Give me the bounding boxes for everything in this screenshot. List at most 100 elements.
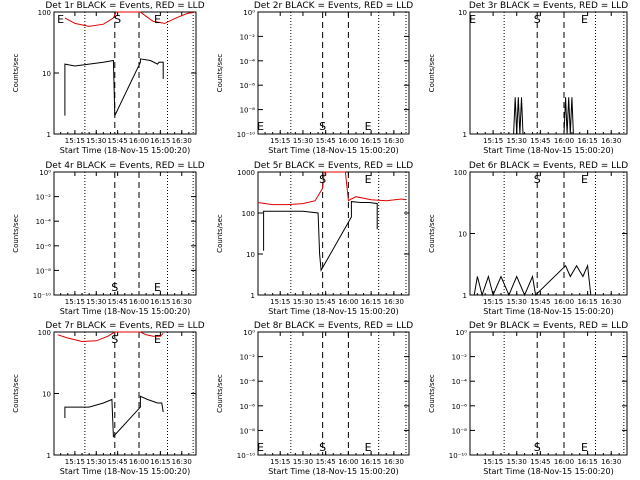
x-tick-label: 16:15 <box>150 458 170 466</box>
x-tick-label: 15:45 <box>530 137 550 145</box>
x-axis-label: Start Time (18-Nov-15 15:00:20) <box>483 146 613 155</box>
x-axis-label: Start Time (18-Nov-15 15:00:20) <box>60 467 190 476</box>
y-tick-label: 10⁻⁴ <box>240 378 256 386</box>
x-tick-label: 16:00 <box>554 137 574 145</box>
lld-series-line <box>257 171 407 206</box>
marker-letter-s: S <box>319 441 326 454</box>
chart-panel-8: Det 8r BLACK = Events, RED = LLD 15:15 15:… <box>216 321 413 476</box>
y-axis-label: Counts/sec <box>216 214 224 253</box>
x-tick-label: 15:15 <box>270 137 290 145</box>
y-tick-label: 1000 <box>237 169 255 177</box>
x-tick-label: 15:45 <box>316 137 336 145</box>
y-tick-label: 10⁰ <box>243 9 255 17</box>
chart-title: Det 6r BLACK = Events, RED = LLD <box>469 161 628 171</box>
x-tick-label: 15:45 <box>316 298 336 306</box>
x-tick-label: 16:30 <box>384 298 404 306</box>
y-tick-label: 1 <box>463 292 467 300</box>
plot-frame <box>257 171 410 296</box>
y-tick-label: 10 <box>246 251 255 259</box>
y-tick-label: 100 <box>242 210 255 218</box>
y-axis-label: Counts/sec <box>12 214 20 253</box>
y-axis-label: Counts/sec <box>428 214 436 253</box>
x-tick-label: 15:45 <box>108 458 128 466</box>
x-tick-label: 16:15 <box>578 298 598 306</box>
y-tick-label: 100 <box>454 169 467 177</box>
x-axis-label: Start Time (18-Nov-15 15:00:20) <box>268 467 398 476</box>
plot-frame <box>469 331 628 456</box>
x-tick-label: 16:00 <box>554 458 574 466</box>
x-tick-label: 15:15 <box>65 458 85 466</box>
x-tick-label: 15:30 <box>86 298 106 306</box>
y-axis-label: Counts/sec <box>428 374 436 413</box>
marker-letter-e: E <box>57 13 64 26</box>
x-tick-label: 15:45 <box>108 137 128 145</box>
chart-panel-3: Det 3r BLACK = Events, RED = LLD 15:15 15:… <box>428 1 628 155</box>
marker-letter-e: E <box>257 120 264 133</box>
x-tick-label: 16:30 <box>172 298 192 306</box>
marker-letter-e: E <box>257 441 264 454</box>
y-tick-label: 1 <box>463 131 467 139</box>
chart-title: Det 9r BLACK = Events, RED = LLD <box>469 321 628 331</box>
marker-letter-s: S <box>114 13 121 26</box>
marker-letter-e: E <box>365 120 372 133</box>
plot-frame <box>257 331 410 456</box>
x-tick-label: 16:30 <box>384 137 404 145</box>
plot-frame <box>53 331 197 456</box>
y-tick-label: 10⁻⁸ <box>240 107 256 115</box>
x-tick-label: 16:00 <box>554 298 574 306</box>
y-tick-label: 10⁻² <box>36 194 52 202</box>
marker-letter-e: E <box>581 13 588 26</box>
y-axis-label: Counts/sec <box>216 374 224 413</box>
x-tick-label: 16:15 <box>578 137 598 145</box>
marker-letter-e: E <box>581 441 588 454</box>
marker-letter-s: S <box>534 173 541 186</box>
x-tick-label: 16:15 <box>578 458 598 466</box>
marker-letter-s: S <box>111 333 118 346</box>
x-tick-label: 16:00 <box>129 137 149 145</box>
plot-frame <box>53 11 197 135</box>
y-axis-label: Counts/sec <box>216 54 224 93</box>
y-axis-label: Counts/sec <box>428 54 436 93</box>
y-axis-label: Counts/sec <box>12 54 20 93</box>
marker-letter-e: E <box>365 173 372 186</box>
x-tick-label: 15:15 <box>270 458 290 466</box>
x-tick-label: 15:30 <box>507 137 527 145</box>
x-tick-label: 16:30 <box>172 137 192 145</box>
x-tick-label: 16:30 <box>601 137 621 145</box>
y-tick-label: 10⁻¹⁰ <box>33 292 51 300</box>
chart-title: Det 5r BLACK = Events, RED = LLD <box>254 161 413 171</box>
y-tick-label: 10⁻⁶ <box>36 243 52 251</box>
y-tick-label: 10⁻⁴ <box>452 378 468 386</box>
y-tick-label: 1 <box>47 452 51 460</box>
x-tick-label: 15:15 <box>65 298 85 306</box>
chart-title: Det 2r BLACK = Events, RED = LLD <box>254 1 413 11</box>
x-tick-label: 15:45 <box>530 298 550 306</box>
marker-letter-e: E <box>154 333 161 346</box>
events-series-line <box>513 97 574 135</box>
events-series-line <box>64 58 164 116</box>
x-tick-label: 15:30 <box>293 458 313 466</box>
chart-title: Det 3r BLACK = Events, RED = LLD <box>469 1 628 11</box>
x-tick-label: 15:15 <box>65 137 85 145</box>
marker-letter-s: S <box>319 173 326 186</box>
x-axis-label: Start Time (18-Nov-15 15:00:20) <box>268 307 398 316</box>
x-tick-label: 15:15 <box>483 458 503 466</box>
y-tick-label: 100 <box>38 329 51 337</box>
y-tick-label: 10⁻² <box>240 354 256 362</box>
y-tick-label: 10⁻² <box>452 354 468 362</box>
chart-title: Det 8r BLACK = Events, RED = LLD <box>254 321 413 331</box>
y-tick-label: 10⁻⁸ <box>36 267 52 275</box>
x-tick-label: 16:00 <box>338 298 358 306</box>
x-tick-label: 15:30 <box>293 298 313 306</box>
plot-frame <box>257 11 410 135</box>
lld-series-line <box>64 11 194 27</box>
plot-frame <box>469 11 628 135</box>
y-tick-label: 1 <box>251 292 255 300</box>
y-tick-label: 10⁻⁶ <box>240 403 256 411</box>
x-tick-label: 15:30 <box>507 298 527 306</box>
marker-letter-s: S <box>534 13 541 26</box>
y-tick-label: 10⁻¹⁰ <box>237 131 255 139</box>
x-tick-label: 15:30 <box>86 458 106 466</box>
